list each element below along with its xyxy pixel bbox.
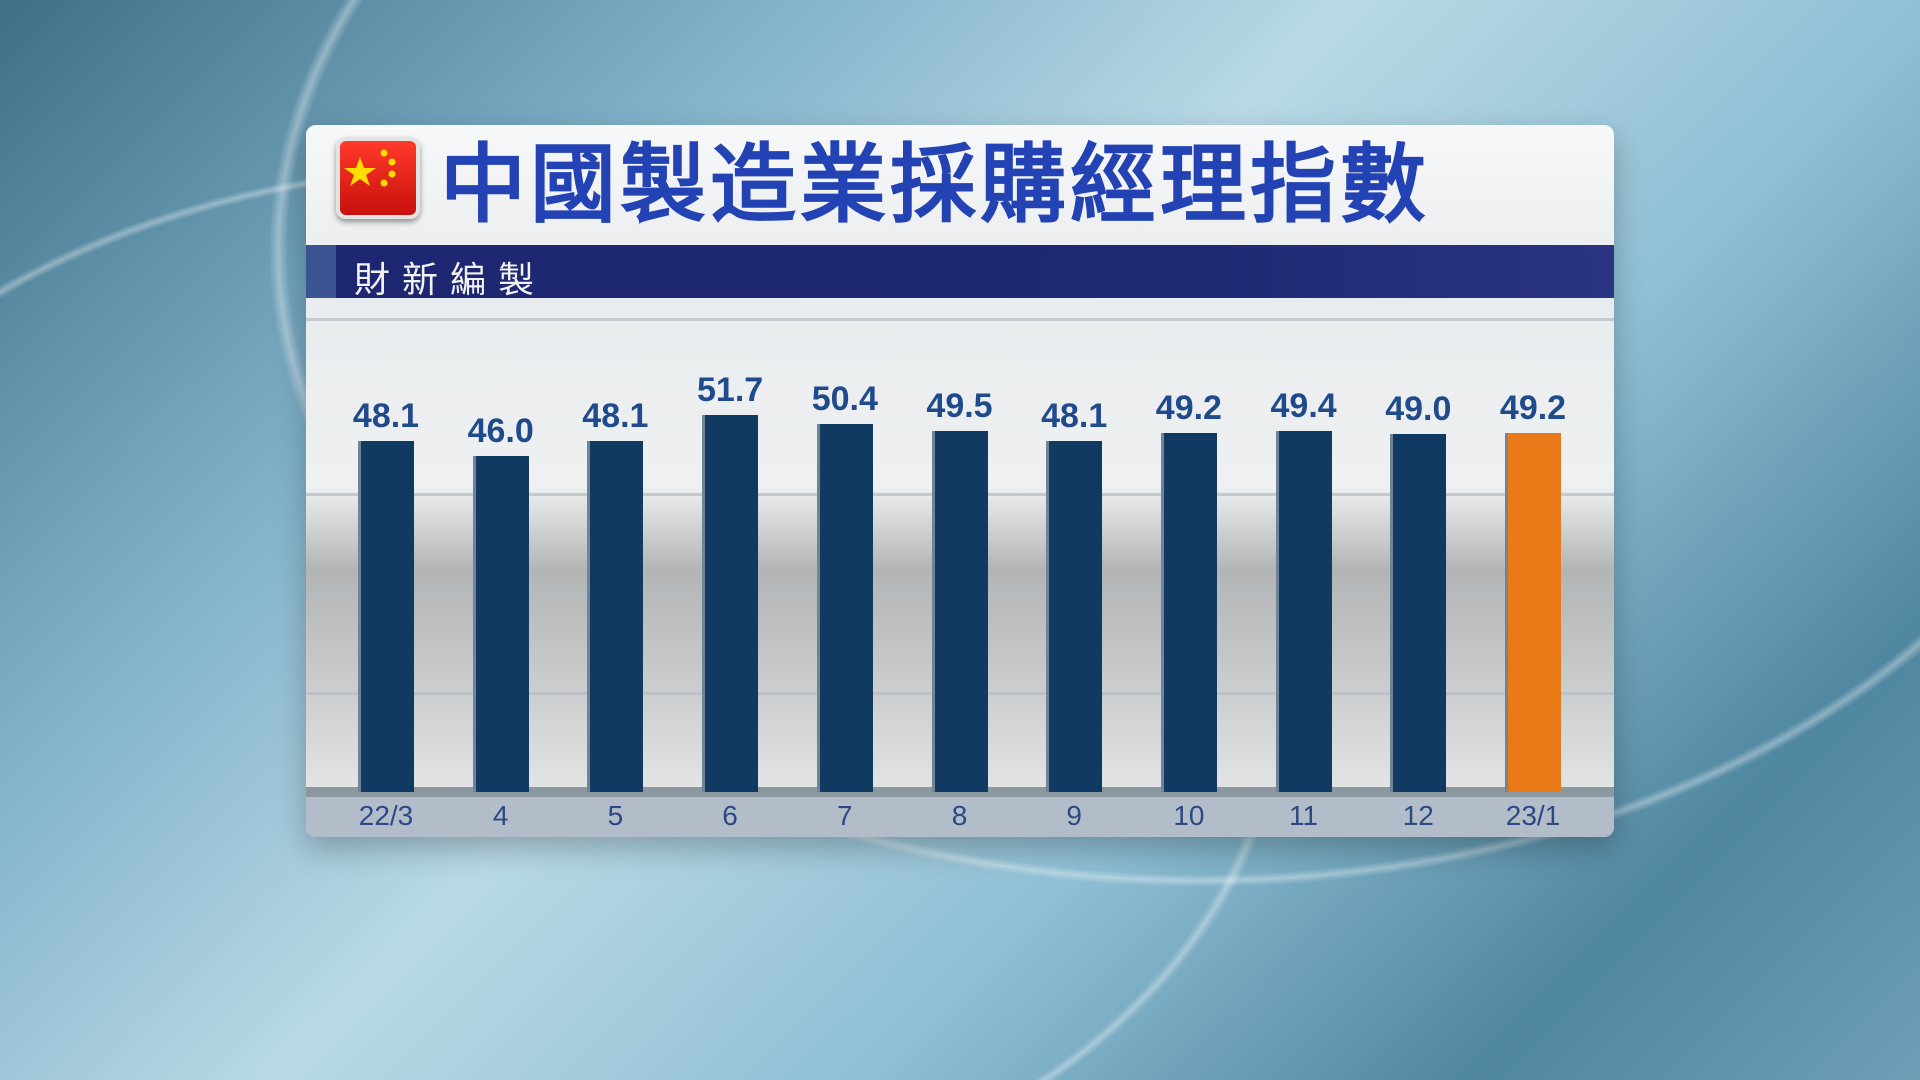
bar <box>931 430 988 792</box>
x-tick-label: 23/1 <box>1505 800 1561 831</box>
data-label: 48.1 <box>1041 396 1108 435</box>
chart-title: 中國製造業採購經理指數 <box>440 137 1430 233</box>
x-tick-label: 8 <box>951 800 968 831</box>
title-bar: 中國製造業採購經理指數 <box>306 125 1614 245</box>
bar <box>358 440 414 792</box>
data-label: 49.0 <box>1385 390 1452 429</box>
data-label: 49.5 <box>926 386 993 425</box>
x-tick-label: 6 <box>722 800 738 831</box>
subtitle-bar: 財新編製 <box>306 245 1614 300</box>
data-label: 48.1 <box>352 396 420 435</box>
data-label: 50.4 <box>811 380 878 419</box>
bar <box>702 414 759 792</box>
x-axis-line <box>306 787 1614 797</box>
bar <box>587 440 644 792</box>
x-tick-label: 7 <box>837 800 853 831</box>
bar <box>1160 432 1217 792</box>
x-tick-label: 10 <box>1173 800 1205 831</box>
data-label: 49.2 <box>1155 388 1222 427</box>
x-axis-band <box>306 797 1614 837</box>
bar-highlighted <box>1505 432 1561 792</box>
gridline <box>306 318 1614 321</box>
x-tick-label: 5 <box>607 800 624 831</box>
china-flag-icon <box>336 137 420 219</box>
data-label: 46.0 <box>467 412 534 451</box>
x-tick-label: 12 <box>1402 800 1434 831</box>
x-tick-label: 22/3 <box>358 800 414 831</box>
bar <box>1046 440 1103 792</box>
chart-panel: 中國製造業採購經理指數 財新編製 48.1 22/3 46.0 4 48.1 5 51.7 6… <box>306 125 1614 837</box>
chart-subtitle: 財新編製 <box>354 259 547 300</box>
x-tick-label: 4 <box>492 800 509 831</box>
x-tick-label: 9 <box>1066 800 1082 831</box>
subtitle-accent <box>306 245 336 298</box>
bar <box>1275 431 1332 792</box>
data-label: 49.2 <box>1499 388 1567 427</box>
x-tick-label: 11 <box>1289 800 1319 831</box>
data-label: 51.7 <box>697 370 764 409</box>
bar <box>1390 434 1447 792</box>
bar <box>472 456 529 792</box>
data-label: 48.1 <box>582 396 649 435</box>
bar <box>816 424 873 792</box>
data-label: 49.4 <box>1270 387 1337 426</box>
